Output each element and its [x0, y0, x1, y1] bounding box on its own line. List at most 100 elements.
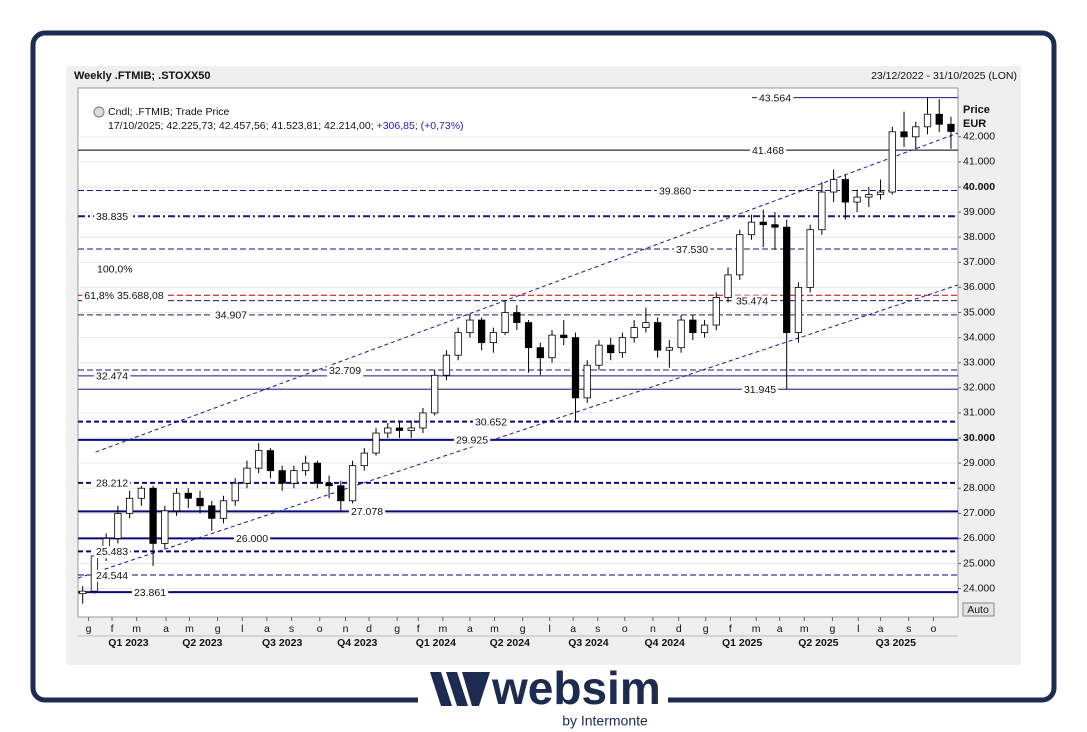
- level-label: 28.212: [96, 478, 128, 490]
- level-label: 32.474: [96, 371, 128, 383]
- candle-body: [618, 337, 627, 354]
- y-tick-label: 30.000: [963, 432, 995, 444]
- candle-body: [947, 123, 955, 132]
- level-label-bg: [453, 434, 491, 447]
- level-label: 35.474: [736, 295, 768, 307]
- candle-body: [184, 492, 192, 499]
- axis-unit: EUR: [963, 118, 986, 130]
- level-label: 29.925: [456, 435, 488, 447]
- level-label-bg: [212, 309, 250, 322]
- scale-button[interactable]: [962, 602, 995, 617]
- x-tick-label: g: [394, 623, 400, 635]
- level-label: 32.709: [329, 365, 361, 377]
- level-label: 31.945: [744, 384, 776, 396]
- candle-body: [654, 322, 662, 351]
- candle-body: [689, 319, 697, 334]
- quarter-label: Q4 2024: [645, 637, 685, 649]
- info-change: +306,85; (+0,73%): [377, 120, 464, 132]
- level-label: 27.078: [351, 506, 383, 518]
- x-tick-label: s: [906, 623, 911, 635]
- x-tick-label: g: [703, 623, 709, 635]
- candle-body: [642, 322, 650, 328]
- candle-body: [395, 427, 404, 431]
- level-label-bg: [95, 263, 135, 276]
- level-label-bg: [749, 144, 787, 157]
- level-label: 100,0%: [97, 264, 133, 276]
- x-tick-label: m: [800, 623, 809, 635]
- level-label-bg: [233, 533, 271, 546]
- candle-body: [912, 126, 920, 138]
- candle-body: [548, 334, 556, 359]
- level-label: 61,8% 35.688,08: [84, 290, 164, 302]
- candle-body: [290, 470, 298, 484]
- candle-body: [700, 324, 709, 334]
- info-values: 17/10/2025; 42.225,73; 42.457,56; 41.523…: [108, 120, 374, 132]
- candle-body: [806, 229, 814, 288]
- y-tick-label: 40.000: [963, 181, 995, 193]
- quarter-label: Q3 2023: [262, 637, 302, 649]
- candle-body: [607, 344, 615, 354]
- level-label: 37.530: [676, 244, 708, 256]
- x-tick-label: g: [830, 623, 836, 635]
- candle-body: [583, 364, 591, 399]
- candle-body: [301, 462, 310, 472]
- quarter-label: Q4 2023: [337, 637, 377, 649]
- y-tick-label: 42.000: [963, 131, 995, 143]
- level-label-bg: [733, 295, 771, 308]
- candle-body: [231, 482, 239, 502]
- candle-body: [935, 113, 943, 125]
- x-tick-label: g: [215, 623, 221, 635]
- candle-body: [466, 319, 474, 334]
- level-label: 41.468: [752, 145, 784, 157]
- date-range: 23/12/2022 - 31/10/2025 (LON): [871, 70, 1017, 82]
- level-label-bg: [673, 243, 711, 256]
- legend-info: 17/10/2025; 42.225,73; 42.457,56; 41.523…: [108, 120, 464, 132]
- x-tick-label: a: [570, 623, 576, 635]
- trend-line: [95, 132, 958, 453]
- y-tick-label: 39.000: [963, 206, 995, 218]
- level-label-bg: [741, 383, 779, 396]
- candle-body: [208, 505, 216, 519]
- brand: websim: [491, 662, 661, 714]
- candle-body: [771, 224, 779, 228]
- candle-body: [149, 487, 157, 544]
- candle-body: [513, 312, 521, 323]
- candle-body: [501, 312, 509, 334]
- x-tick-label: g: [520, 623, 526, 635]
- candle-body: [454, 332, 462, 356]
- quarter-label: Q1 2024: [416, 637, 456, 649]
- candle-body: [419, 412, 427, 429]
- x-tick-label: a: [467, 623, 473, 635]
- level-label-bg: [94, 546, 131, 559]
- level-label-bg: [94, 569, 131, 582]
- level-label-bg: [326, 364, 364, 377]
- level-label-bg: [94, 211, 131, 224]
- candle-body: [865, 194, 873, 198]
- y-tick-label: 31.000: [963, 407, 995, 419]
- scale-mode[interactable]: Auto: [967, 604, 989, 616]
- y-tick-label: 34.000: [963, 331, 995, 343]
- candle-body: [923, 113, 932, 128]
- quarter-label: Q2 2025: [798, 637, 838, 649]
- x-tick-label: f: [111, 623, 114, 635]
- level-label-bg: [756, 92, 794, 105]
- level-label: 34.907: [215, 310, 247, 322]
- quarter-label: Q2 2023: [182, 637, 222, 649]
- quarter-label: Q2 2024: [490, 637, 530, 649]
- x-tick-label: d: [366, 623, 372, 635]
- level-label: 26.000: [236, 533, 268, 545]
- quarter-label: Q3 2025: [876, 637, 916, 649]
- y-tick-label: 24.000: [963, 582, 995, 594]
- level-label-bg: [94, 477, 131, 490]
- candle-body: [783, 226, 791, 334]
- candle-body: [759, 221, 767, 226]
- x-tick-label: o: [930, 623, 936, 635]
- level-label: 23.861: [134, 587, 166, 599]
- candle-body: [595, 344, 603, 366]
- y-tick-label: 33.000: [963, 357, 995, 369]
- candle-body: [407, 427, 415, 431]
- candle-body: [677, 319, 685, 349]
- x-tick-label: s: [595, 623, 600, 635]
- candle-body: [571, 337, 580, 399]
- candle-body: [137, 487, 145, 499]
